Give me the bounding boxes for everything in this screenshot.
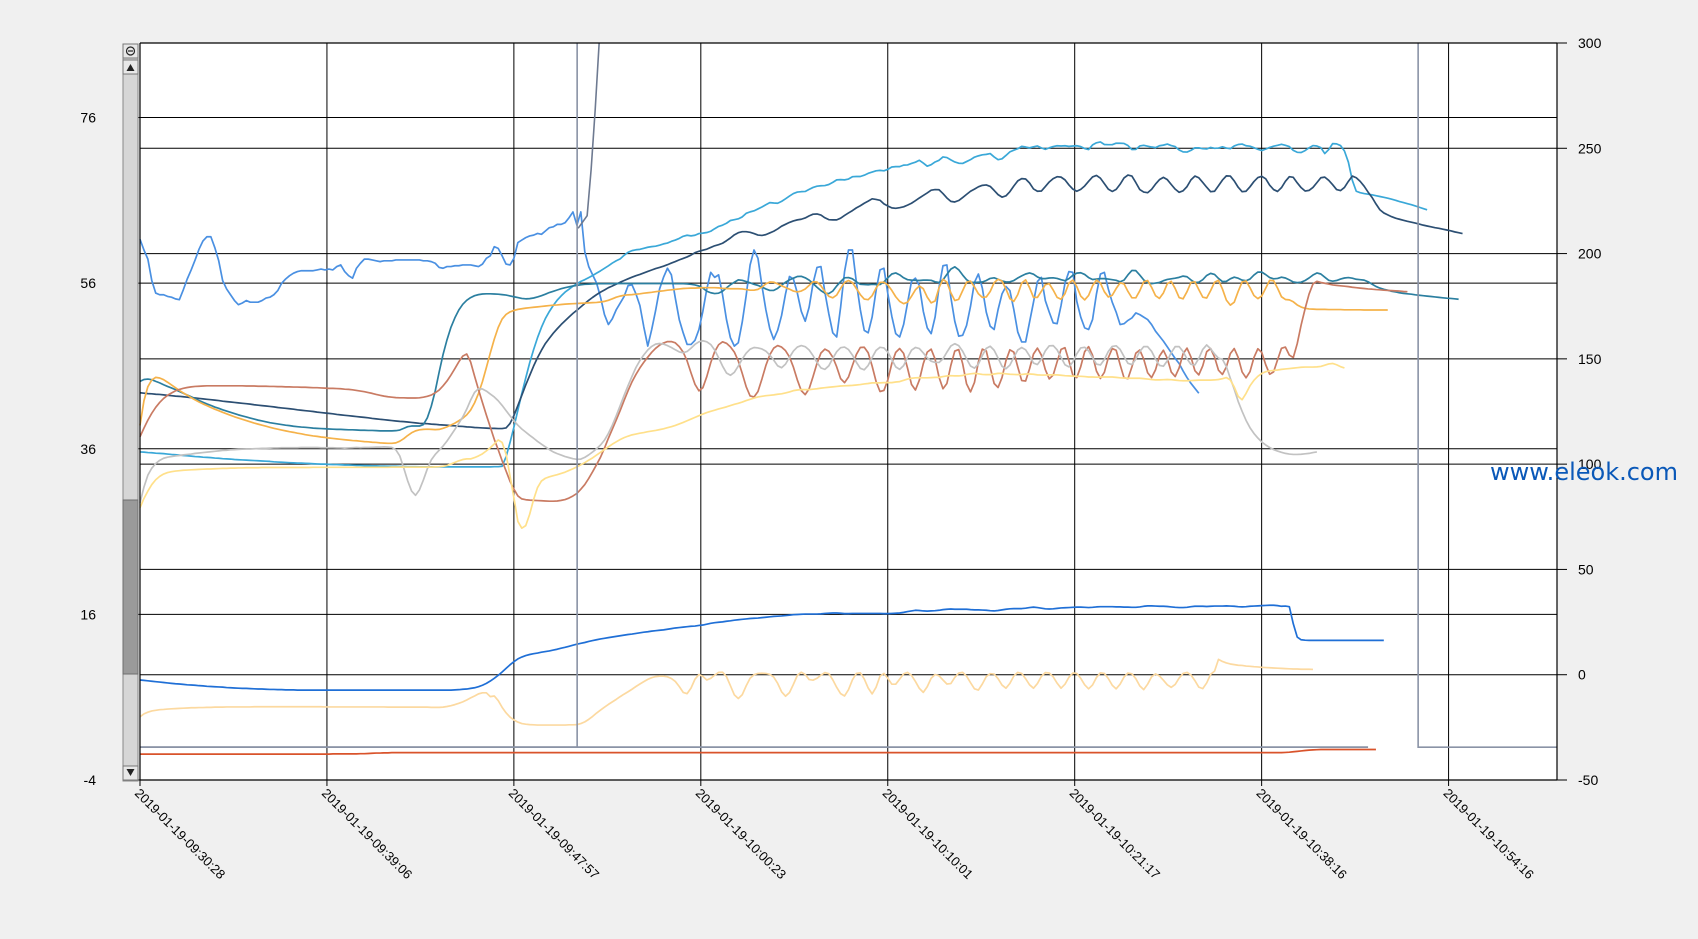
series-lines bbox=[139, 42, 1557, 755]
left-tick-label-0: 76 bbox=[80, 110, 96, 126]
series-line-6 bbox=[139, 339, 1318, 504]
right-tick-label-2: 200 bbox=[1578, 246, 1602, 262]
right-tick-label-5: 50 bbox=[1578, 561, 1594, 577]
vertical-scrollbar[interactable] bbox=[122, 43, 139, 782]
left-axis-tick-labels: 76 56 36 16 -4 bbox=[80, 110, 140, 788]
series-line-8 bbox=[139, 604, 1384, 691]
series-spike-line bbox=[577, 42, 600, 229]
left-tick-label-3: 16 bbox=[80, 606, 96, 622]
watermark-text: www.eleok.com bbox=[1490, 458, 1678, 486]
left-tick-label-2: 36 bbox=[80, 441, 96, 457]
left-tick-label-1: 56 bbox=[80, 275, 96, 291]
right-tick-label-1: 250 bbox=[1578, 140, 1602, 156]
series-line-10 bbox=[140, 748, 1376, 755]
series-line-9 bbox=[139, 658, 1314, 726]
series-line-7 bbox=[139, 362, 1345, 530]
series-step-overlay bbox=[140, 43, 1557, 748]
series-line-2 bbox=[139, 174, 1463, 430]
scrollbar-thumb[interactable] bbox=[122, 499, 139, 675]
plot-area bbox=[140, 43, 1557, 780]
series-line-5 bbox=[139, 280, 1408, 503]
right-tick-label-4: 100 bbox=[1578, 456, 1602, 472]
left-tick-label-4: -4 bbox=[84, 772, 97, 788]
right-tick-label-7: -50 bbox=[1578, 772, 1598, 788]
right-tick-label-3: 150 bbox=[1578, 351, 1602, 367]
right-axis-tick-labels: 300 250 200 150 100 50 0 -50 bbox=[1557, 35, 1602, 788]
zoom-reset-icon bbox=[125, 46, 136, 56]
series-line-3 bbox=[139, 265, 1459, 432]
series-line-4 bbox=[139, 278, 1388, 445]
right-tick-label-6: 0 bbox=[1578, 667, 1586, 683]
series-line-1 bbox=[139, 141, 1428, 468]
arrow-up-icon bbox=[126, 64, 135, 71]
series-line-0 bbox=[139, 211, 1200, 394]
right-tick-label-0: 300 bbox=[1578, 35, 1602, 51]
arrow-down-icon bbox=[126, 769, 135, 776]
